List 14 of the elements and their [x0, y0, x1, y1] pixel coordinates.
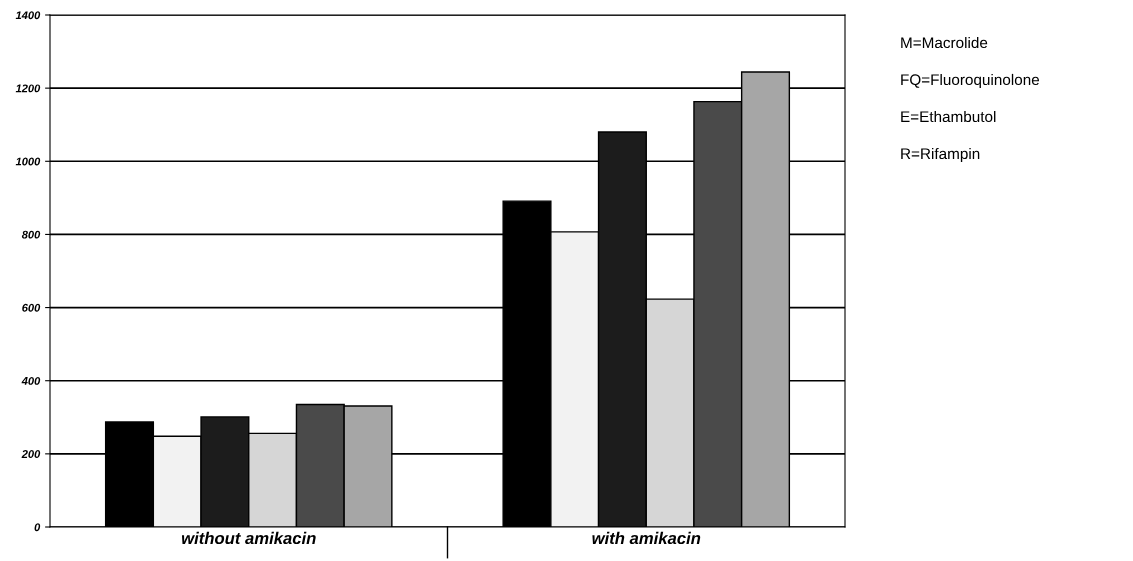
y-tick-label: 800 — [21, 230, 41, 239]
text: R=Rifampin — [901, 147, 980, 163]
y-tick-label: 600 — [22, 303, 41, 312]
x-tick-label: with amikacin — [592, 531, 701, 545]
x-tick-label: without amikacin — [181, 531, 316, 545]
y-tick-label: 1400 — [15, 11, 41, 20]
y-tick-label: 400 — [21, 376, 41, 385]
y-tick-label: 1200 — [15, 84, 41, 93]
y-tick-label: 1000 — [15, 157, 41, 166]
text: E=Ethambutol — [901, 110, 996, 123]
text: FQ=Fluoroquinolone — [901, 73, 1040, 89]
y-tick-label: 0 — [34, 523, 41, 532]
text: M=Macrolide — [901, 36, 988, 49]
y-tick-label: 200 — [21, 450, 41, 458]
